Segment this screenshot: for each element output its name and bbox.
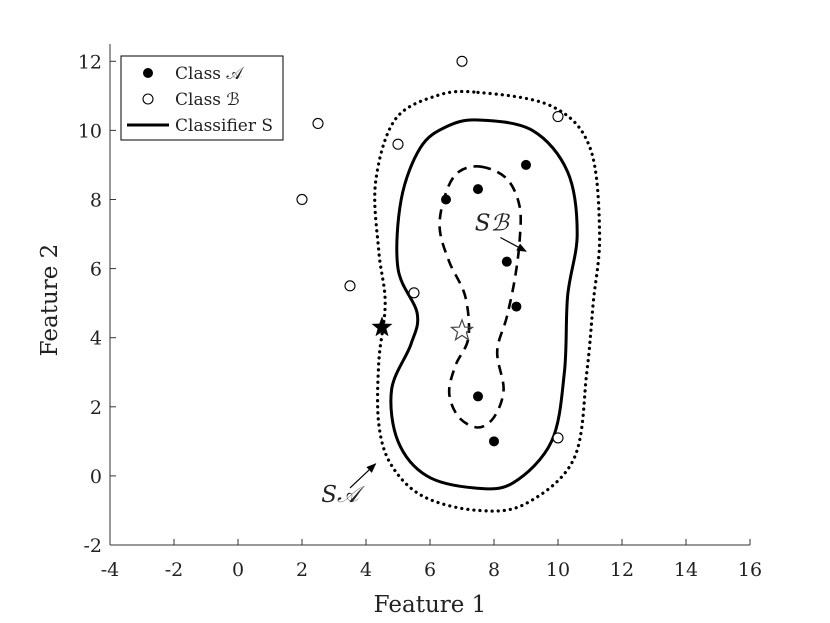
x-tick-label: 16 <box>738 559 762 581</box>
legend-marker-open-circle <box>142 93 154 105</box>
point-class-b <box>552 111 564 123</box>
annotation-label: S𝒜 <box>321 482 365 508</box>
legend-marker-filled-circle <box>143 68 153 78</box>
point-class-b <box>344 280 356 292</box>
y-tick-label: 0 <box>90 466 102 488</box>
x-tick-label: 8 <box>488 559 500 581</box>
y-tick-label: 6 <box>90 259 102 281</box>
point-class-b <box>408 287 420 299</box>
curve-solid <box>389 118 579 491</box>
x-tick-label: -2 <box>165 559 184 581</box>
x-tick-label: 14 <box>674 559 698 581</box>
x-axis-label: Feature 1 <box>374 592 487 618</box>
legend: Class 𝒜 Class ℬ Classifier S <box>120 55 284 141</box>
x-tick-label: 10 <box>546 559 570 581</box>
legend-entry-label: Class ℬ <box>175 90 240 110</box>
point-class-a <box>521 159 531 170</box>
annotation-arrow <box>349 463 377 489</box>
point-class-b <box>312 117 324 130</box>
y-tick-label: 4 <box>90 328 102 350</box>
point-class-a <box>473 391 483 402</box>
annotations: S𝒜 Sℬ <box>321 211 527 508</box>
x-tick-label: 2 <box>296 559 308 581</box>
x-tick-label: 0 <box>232 559 244 581</box>
x-tick-label: 12 <box>610 559 634 581</box>
point-class-b <box>296 193 308 206</box>
point-class-a <box>473 184 483 195</box>
curve-dotted <box>373 89 602 513</box>
point-class-a <box>501 256 512 267</box>
data-points <box>296 55 564 447</box>
y-tick-label: 8 <box>90 189 102 211</box>
annotation-label: Sℬ <box>475 211 511 237</box>
point-class-a <box>489 436 499 447</box>
filled-star-marker <box>371 316 393 337</box>
annotation-arrow <box>500 236 527 252</box>
y-tick-label: 2 <box>90 397 102 419</box>
point-class-b <box>552 432 564 444</box>
y-tick-label: -2 <box>83 535 102 557</box>
legend-entry-label: Classifier S <box>175 116 273 136</box>
y-tick-label: 12 <box>78 51 102 73</box>
classifier-curves <box>373 89 602 513</box>
legend-entry-label: Class 𝒜 <box>175 64 244 84</box>
open-star-marker <box>449 318 475 342</box>
y-axis-label: Feature 2 <box>37 244 63 357</box>
x-tick-label: -4 <box>101 559 120 581</box>
point-class-b <box>456 55 468 67</box>
point-class-a <box>441 194 451 205</box>
curve-dashed <box>438 165 523 429</box>
x-tick-label: 4 <box>360 559 372 581</box>
point-class-b <box>392 138 404 150</box>
point-class-a <box>511 301 522 312</box>
x-tick-label: 6 <box>424 559 436 581</box>
y-tick-label: 10 <box>78 120 102 142</box>
